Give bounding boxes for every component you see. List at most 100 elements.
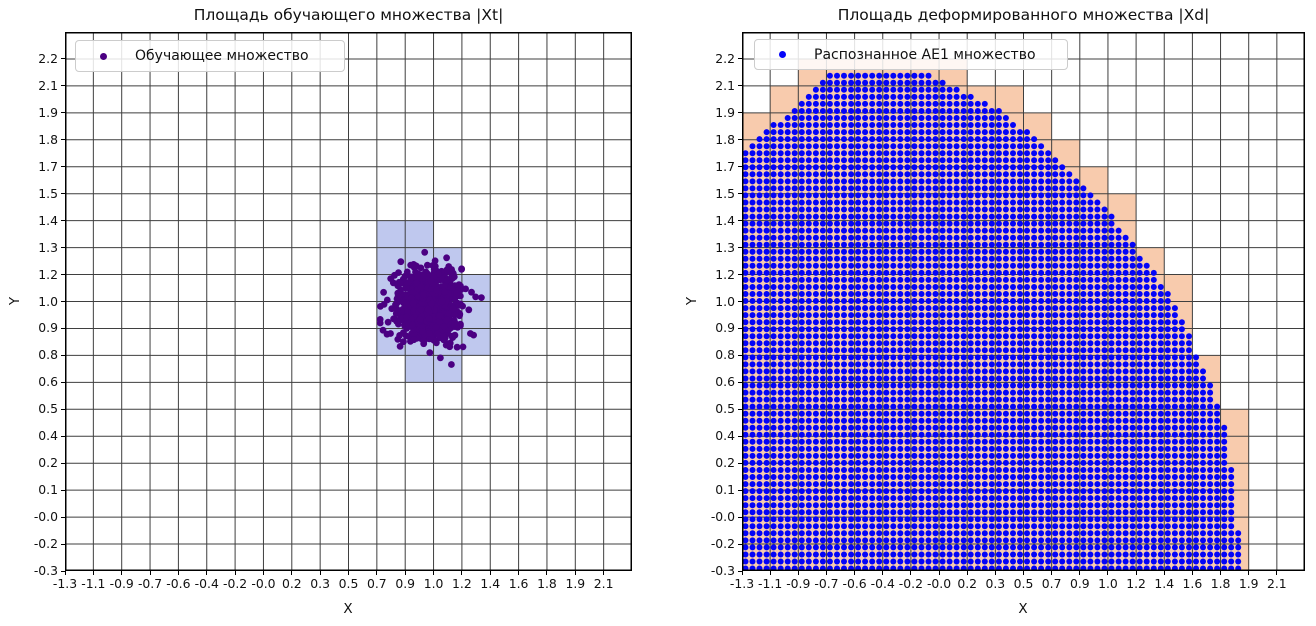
y-tick-label: 0.9 (38, 320, 58, 336)
y-tick-label: 1.8 (715, 131, 735, 147)
x-tick-mark (291, 571, 293, 575)
x-tick-mark (1107, 571, 1109, 575)
x-tick-mark (64, 571, 66, 575)
x-tick-mark (1023, 571, 1024, 575)
axes-border (65, 32, 632, 571)
y-tick-mark (61, 274, 65, 276)
y-tick-label: 1.9 (38, 104, 58, 120)
y-tick-label: 0.6 (38, 374, 58, 390)
y-tick-label: 0.2 (38, 454, 58, 470)
y-tick-label: 1.0 (38, 293, 58, 309)
y-tick-mark (61, 112, 65, 114)
x-tick-mark (825, 571, 827, 575)
x-tick-label: -0.2 (898, 576, 923, 591)
y-tick-label: 1.2 (715, 266, 735, 282)
x-tick-label: 1.8 (537, 576, 557, 591)
y-tick-mark (738, 85, 742, 87)
y-tick-label: 0.4 (38, 428, 58, 444)
y-tick-label: 1.3 (38, 239, 58, 255)
y-tick-mark (61, 193, 65, 195)
axes-border (742, 32, 1305, 571)
y-tick-label: 1.3 (715, 239, 735, 255)
x-tick-mark (1163, 571, 1165, 575)
x-tick-label: 2.1 (1266, 576, 1287, 591)
x-tick-label: 0.5 (338, 576, 359, 591)
y-tick-mark (61, 516, 65, 518)
y-tick-mark (738, 516, 742, 518)
x-tick-label: 1.9 (565, 576, 586, 591)
y-tick-label: -0.3 (710, 562, 735, 578)
x-tick-mark (938, 571, 940, 575)
right-y-axis-label: Y (684, 296, 700, 306)
y-tick-mark (61, 543, 65, 545)
y-tick-label: -0.2 (33, 535, 58, 551)
x-tick-mark (966, 571, 968, 575)
x-tick-label: -0.4 (194, 576, 219, 591)
y-tick-label: 0.1 (715, 481, 735, 497)
x-tick-label: 1.0 (423, 576, 444, 591)
y-tick-label: 0.5 (38, 401, 58, 417)
y-tick-mark (738, 543, 742, 545)
y-tick-mark (61, 247, 65, 249)
y-tick-label: 1.4 (715, 212, 735, 228)
scatter-points (376, 248, 485, 368)
x-tick-label: 0.3 (985, 576, 1006, 591)
x-tick-label: -0.4 (870, 576, 895, 591)
x-tick-mark (461, 571, 463, 575)
y-tick-label: 1.5 (715, 185, 735, 201)
x-tick-mark (1220, 571, 1222, 575)
y-tick-label: 0.1 (38, 481, 58, 497)
x-tick-mark (92, 571, 94, 575)
x-tick-label: -0.2 (223, 576, 248, 591)
grid-lines (65, 32, 632, 571)
x-tick-mark (854, 571, 856, 575)
x-tick-label: 1.2 (452, 576, 472, 591)
y-tick-mark (61, 570, 65, 572)
y-tick-mark (738, 139, 742, 141)
x-tick-label: 0.9 (395, 576, 416, 591)
right-plot-title: Площадь деформированного множества |Xd| (837, 6, 1210, 24)
y-tick-mark (61, 381, 65, 383)
y-tick-label: -0.0 (33, 508, 58, 524)
x-tick-label: 0.2 (957, 576, 978, 591)
y-tick-label: 1.7 (38, 158, 58, 174)
left-legend-label: Обучающее множество (135, 48, 309, 64)
y-tick-mark (61, 220, 65, 222)
y-tick-mark (738, 193, 742, 195)
x-tick-label: -0.9 (786, 576, 811, 591)
y-tick-mark (738, 327, 742, 329)
x-tick-label: 1.4 (480, 576, 501, 591)
left-x-axis-label: X (343, 601, 353, 617)
x-tick-mark (348, 571, 349, 575)
y-tick-mark (738, 381, 742, 383)
x-tick-label: -0.6 (842, 576, 867, 591)
right-plot-canvas (742, 32, 1305, 571)
y-tick-mark (738, 301, 742, 302)
x-tick-mark (1135, 571, 1137, 575)
x-tick-mark (376, 571, 378, 575)
x-tick-mark (1276, 571, 1278, 575)
x-tick-label: 2.1 (593, 576, 614, 591)
y-tick-label: 1.9 (715, 104, 735, 120)
x-tick-label: 0.2 (281, 576, 302, 591)
y-tick-mark (738, 570, 742, 572)
y-tick-label: 1.0 (715, 293, 735, 309)
y-tick-label: 1.4 (38, 212, 58, 228)
scatter-points (742, 72, 1242, 571)
x-tick-label: -1.1 (81, 576, 106, 591)
x-tick-label: 0.7 (366, 576, 387, 591)
x-tick-label: 1.6 (508, 576, 529, 591)
y-tick-mark (738, 58, 742, 60)
left-plot-title: Площадь обучающего множества |Xt| (193, 6, 504, 24)
y-tick-mark (738, 435, 742, 437)
x-tick-label: -0.6 (166, 576, 191, 591)
y-tick-label: 0.8 (38, 347, 58, 363)
y-tick-mark (61, 301, 65, 302)
recognized-set-dot-icon (779, 51, 786, 58)
left-y-axis-label: Y (7, 296, 23, 306)
x-tick-mark (262, 571, 264, 575)
x-tick-mark (177, 571, 179, 575)
y-tick-mark (738, 489, 742, 491)
y-tick-mark (61, 408, 65, 410)
